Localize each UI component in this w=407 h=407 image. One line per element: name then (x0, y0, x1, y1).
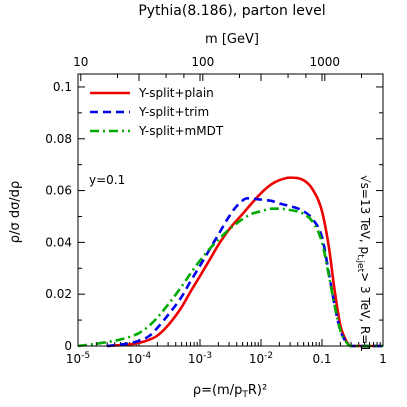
y-tick-label: 0.02 (45, 287, 72, 301)
y-axis-title-group: ρ/σ dσ/dρ (8, 181, 23, 243)
x2-tick-label: 100 (191, 55, 214, 69)
y-tick-label: 0.1 (53, 80, 72, 94)
x-tick-label: 10-2 (249, 351, 273, 366)
x-tick-label: 10-3 (188, 351, 212, 366)
series-line-2 (77, 207, 383, 348)
plot-frame (77, 73, 384, 347)
y-tick-label: 0 (64, 339, 72, 353)
y-tick-label: 0.04 (45, 235, 72, 249)
x-tick-label: 0.1 (312, 352, 331, 366)
series-lines (77, 176, 383, 348)
legend-label-1: Y-split+trim (138, 105, 209, 119)
legend-label-0: Y-split+plain (138, 86, 214, 100)
legend-label-2: Y-split+mMDT (138, 124, 224, 138)
y-tick-label: 0.06 (45, 184, 72, 198)
conditions-annotation: √s=13 TeV, pt,jet> 3 TeV, R=1 (355, 175, 372, 352)
x-axis-title: ρ=(m/pTR)² (193, 383, 267, 400)
x-tick-label: 10-5 (66, 351, 90, 366)
conditions-annotation-group: √s=13 TeV, pt,jet> 3 TeV, R=1 (355, 175, 372, 352)
x2-tick-label: 1000 (310, 55, 341, 69)
parameter-annotation: y=0.1 (89, 173, 125, 187)
y-axis-title: ρ/σ dσ/dρ (8, 181, 23, 243)
top-axis-title: m [GeV] (205, 32, 259, 47)
y-tick-label: 0.08 (45, 132, 72, 146)
x-tick-label: 1 (379, 352, 387, 366)
series-line-0 (107, 176, 383, 348)
legend: Y-split+plain Y-split+trim Y-split+mMDT (90, 86, 224, 138)
tick-labels: 10-5 10-4 10-3 10-2 0.1 1 10 100 1000 0 0.02 0.04 0.… (45, 55, 387, 366)
x2-tick-label: 10 (73, 55, 88, 69)
x-tick-label: 10-4 (127, 351, 152, 366)
series-line-1 (106, 197, 383, 348)
chart-title: Pythia(8.186), parton level (138, 3, 325, 19)
